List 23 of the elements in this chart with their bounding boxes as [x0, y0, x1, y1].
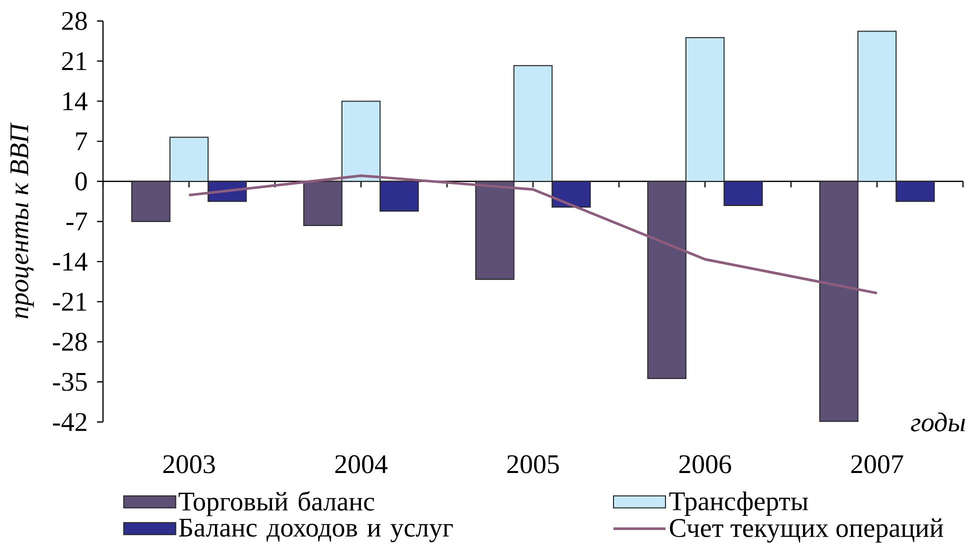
x-tick-label: 2006: [679, 455, 732, 474]
y-tick-label: -7: [66, 212, 88, 230]
x-tick-label: 2005: [507, 455, 559, 474]
y-tick-label: -21: [52, 292, 86, 311]
legend-label: Трансферты: [669, 491, 808, 516]
x-tick-label: 2004: [335, 455, 388, 474]
x-axis-title: годы: [911, 412, 965, 432]
line-series: [188, 174, 878, 294]
y-tick-label: 21: [62, 52, 86, 70]
y-tick-label: -14: [52, 252, 88, 270]
legend-label: Торговый баланс: [178, 491, 374, 516]
x-tick-label: 2007: [851, 455, 904, 474]
y-axis-title: проценты к ВВП: [10, 122, 34, 318]
y-tick-label: -42: [52, 413, 86, 431]
x-tick-label: 2003: [163, 455, 215, 474]
y-tick-label: -28: [52, 332, 87, 351]
y-tick-label: 7: [76, 132, 88, 150]
y-tick-label: -35: [52, 372, 87, 391]
y-tick-label: 0: [75, 172, 87, 190]
y-tick-label: 14: [63, 92, 88, 110]
y-tick-label: 28: [62, 12, 87, 30]
legend-label: Счет текущих операций: [670, 518, 944, 543]
legend-label: Баланс доходов и услуг: [179, 518, 453, 542]
